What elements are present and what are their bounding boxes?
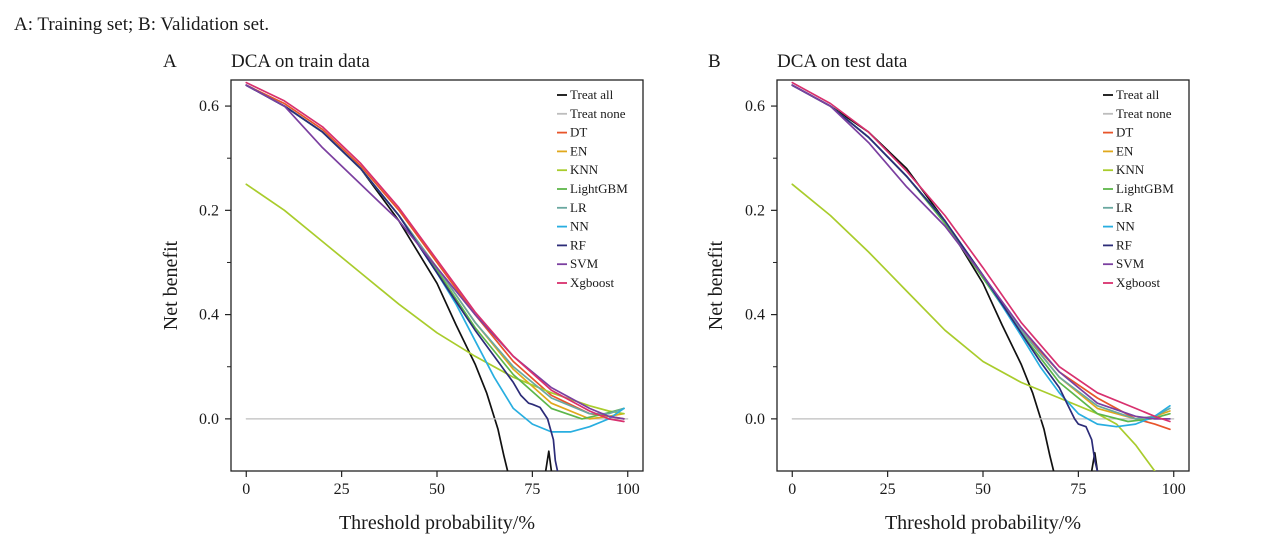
legend-label: DT	[570, 125, 587, 140]
chart-panel-a: A DCA on train data 0 25 50 75 100 0.6 0.2 0.4 0.0…	[160, 51, 644, 534]
y-tick-label: 0.0	[199, 411, 219, 428]
series-line-dt	[245, 84, 625, 420]
series-line-lightgbm	[791, 84, 1171, 423]
legend-label: LR	[1116, 200, 1133, 215]
x-tick-label: 50	[429, 481, 445, 498]
series-lines	[791, 81, 1175, 471]
y-tick-label: 0.6	[199, 98, 219, 115]
x-tick-label: 0	[242, 481, 250, 498]
legend: Treat all Treat none DT EN KNN LightGBM LR NN RF…	[1103, 87, 1174, 290]
series-line-lightgbm	[245, 84, 625, 420]
series-line-en	[245, 84, 625, 420]
y-tick-label: 0.4	[199, 307, 219, 324]
figure-caption: A: Training set; B: Validation set.	[14, 14, 270, 35]
panel-letter: B	[708, 51, 721, 72]
y-axis-title: Net benefit	[705, 240, 727, 330]
legend-label: LightGBM	[570, 181, 628, 196]
series-line-nn	[791, 84, 1171, 428]
x-tick-label: 0	[788, 481, 796, 498]
y-tick-label: 0.2	[199, 202, 219, 219]
legend-label: RF	[570, 237, 586, 252]
series-line-rf	[245, 84, 559, 471]
x-tick-label: 75	[1070, 481, 1086, 498]
legend-label: Treat all	[1116, 87, 1160, 102]
series-line-treat-all	[544, 450, 553, 471]
series-line-svm	[791, 84, 1171, 420]
legend: Treat all Treat none DT EN KNN LightGBM LR NN RF…	[557, 87, 628, 290]
series-line-svm	[245, 84, 625, 420]
series-line-en	[791, 84, 1171, 420]
x-tick-label: 75	[524, 481, 540, 498]
legend-label: LR	[570, 200, 587, 215]
legend-label: LightGBM	[1116, 181, 1174, 196]
legend-label: NN	[570, 219, 589, 234]
series-line-treat-all	[791, 84, 1055, 471]
legend-label: Treat none	[570, 106, 626, 121]
y-tick-label: 0.6	[745, 98, 765, 115]
legend-label: EN	[570, 143, 588, 158]
series-line-rf	[791, 84, 1099, 471]
x-axis-title: Threshold probability/%	[885, 512, 1081, 534]
series-lines	[245, 81, 629, 471]
legend-label: NN	[1116, 219, 1135, 234]
legend-label: SVM	[1116, 256, 1145, 271]
chart-panel-b: B DCA on test data 0 25 50 75 100 0.6 0.2 0.4 0.0 T…	[705, 51, 1190, 534]
y-axis-title: Net benefit	[160, 240, 182, 330]
x-tick-label: 25	[880, 481, 896, 498]
legend-label: SVM	[570, 256, 599, 271]
legend-label: Xgboost	[570, 275, 614, 290]
chart-title: DCA on train data	[231, 51, 370, 72]
y-tick-label: 0.0	[745, 411, 765, 428]
legend-label: Treat none	[1116, 106, 1172, 121]
y-tick-label: 0.4	[745, 307, 765, 324]
legend-label: KNN	[1116, 162, 1145, 177]
x-tick-label: 100	[616, 481, 640, 498]
x-tick-label: 100	[1162, 481, 1186, 498]
series-line-dt	[791, 84, 1171, 431]
series-line-lr	[791, 84, 1171, 420]
chart-title: DCA on test data	[777, 51, 908, 72]
x-tick-label: 50	[975, 481, 991, 498]
series-line-lr	[245, 84, 625, 415]
legend-label: Xgboost	[1116, 275, 1160, 290]
y-tick-label: 0.2	[745, 202, 765, 219]
x-tick-label: 25	[334, 481, 350, 498]
panel-letter: A	[163, 51, 177, 72]
legend-label: KNN	[570, 162, 599, 177]
legend-label: Treat all	[570, 87, 614, 102]
series-line-xgboost	[791, 81, 1171, 423]
legend-label: DT	[1116, 125, 1133, 140]
legend-label: RF	[1116, 237, 1132, 252]
legend-label: EN	[1116, 143, 1134, 158]
series-line-knn	[791, 183, 1156, 471]
x-axis-title: Threshold probability/%	[339, 512, 535, 534]
series-line-treat-all	[245, 84, 509, 471]
series-line-xgboost	[245, 81, 625, 423]
series-line-knn	[245, 183, 625, 415]
